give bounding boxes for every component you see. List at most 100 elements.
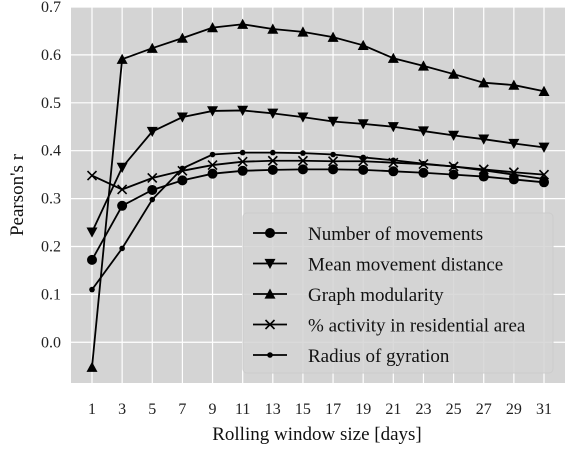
x-tick-label: 1 bbox=[88, 401, 96, 418]
data-point-number-of-movements bbox=[297, 164, 308, 175]
data-point-graph-modularity bbox=[297, 26, 309, 37]
data-point-mean-movement-distance bbox=[207, 106, 219, 117]
data-point-mean-movement-distance bbox=[357, 119, 369, 130]
legend-marker-graph-modularity bbox=[264, 288, 276, 299]
legend-label-mean-movement-distance: Mean movement distance bbox=[308, 255, 503, 276]
data-point-graph-modularity bbox=[478, 77, 490, 88]
data-point-radius-of-gyration bbox=[119, 245, 125, 252]
data-point-radius-of-gyration bbox=[239, 149, 246, 156]
x-tick-label: 5 bbox=[148, 401, 156, 418]
data-point-mean-movement-distance bbox=[327, 116, 339, 127]
y-tick-label: 0.5 bbox=[41, 95, 61, 112]
data-point-number-of-movements bbox=[267, 164, 278, 175]
data-point-mean-movement-distance bbox=[116, 162, 128, 173]
y-tick-label: 0.3 bbox=[41, 191, 61, 208]
data-point-activity-in-residential-area bbox=[147, 172, 158, 184]
y-tick-label: 0.6 bbox=[41, 47, 61, 64]
data-point-number-of-movements bbox=[147, 184, 158, 195]
data-point-graph-modularity bbox=[207, 22, 219, 33]
data-point-mean-movement-distance bbox=[508, 138, 520, 150]
data-point-radius-of-gyration bbox=[149, 196, 156, 203]
data-point-graph-modularity bbox=[116, 53, 128, 64]
data-point-mean-movement-distance bbox=[86, 227, 98, 238]
y-tick-label: 0.4 bbox=[41, 143, 61, 160]
data-point-activity-in-residential-area bbox=[207, 159, 218, 171]
data-point-radius-of-gyration bbox=[541, 176, 547, 182]
legend-box bbox=[242, 212, 554, 374]
data-point-number-of-movements bbox=[358, 164, 369, 175]
data-point-radius-of-gyration bbox=[511, 171, 517, 178]
x-tick-label: 19 bbox=[355, 401, 371, 418]
data-point-graph-modularity bbox=[417, 60, 429, 71]
x-tick-label: 15 bbox=[295, 401, 311, 418]
data-point-graph-modularity bbox=[267, 23, 279, 34]
x-tick-label: 13 bbox=[265, 401, 281, 418]
x-tick-label: 3 bbox=[118, 401, 126, 418]
data-point-radius-of-gyration bbox=[360, 154, 367, 161]
data-point-radius-of-gyration bbox=[89, 286, 95, 293]
y-tick-label: 0.2 bbox=[41, 238, 61, 255]
data-point-number-of-movements bbox=[87, 254, 97, 265]
series-line-graph-modularity bbox=[91, 23, 545, 368]
data-point-activity-in-residential-area bbox=[117, 184, 128, 195]
x-tick-label: 29 bbox=[506, 401, 522, 418]
data-point-number-of-movements bbox=[237, 165, 248, 176]
data-point-radius-of-gyration bbox=[179, 165, 186, 172]
data-point-mean-movement-distance bbox=[538, 142, 550, 153]
data-point-radius-of-gyration bbox=[270, 149, 276, 156]
data-point-radius-of-gyration bbox=[480, 167, 487, 174]
data-point-radius-of-gyration bbox=[450, 163, 457, 170]
data-point-graph-modularity bbox=[387, 52, 399, 63]
data-point-number-of-movements bbox=[388, 166, 399, 177]
x-tick-label: 9 bbox=[209, 401, 217, 418]
y-tick-label: 0.1 bbox=[41, 286, 61, 303]
legend: Number of movements Mean movement distanc… bbox=[242, 212, 554, 374]
data-point-number-of-movements bbox=[117, 200, 128, 211]
legend-marker-radius-of-gyration bbox=[267, 352, 273, 358]
data-point-activity-in-residential-area bbox=[237, 156, 248, 167]
x-tick-label: 11 bbox=[235, 401, 250, 418]
data-point-graph-modularity bbox=[448, 68, 460, 79]
data-point-number-of-movements bbox=[177, 175, 188, 186]
x-tick-label: 25 bbox=[446, 401, 462, 418]
data-point-mean-movement-distance bbox=[387, 122, 399, 133]
data-point-graph-modularity bbox=[176, 32, 188, 43]
x-tick-label: 23 bbox=[415, 401, 431, 418]
y-tick-label: 0.7 bbox=[41, 0, 61, 16]
legend-label-radius-of-gyration: Radius of gyration bbox=[308, 346, 450, 367]
data-point-activity-in-residential-area bbox=[297, 155, 308, 166]
data-point-mean-movement-distance bbox=[478, 134, 490, 145]
legend-label-graph-modularity: Graph modularity bbox=[308, 285, 444, 306]
data-point-number-of-movements bbox=[508, 174, 519, 185]
x-axis-label: Rolling window size [days] bbox=[212, 424, 422, 445]
data-point-radius-of-gyration bbox=[420, 160, 427, 167]
data-point-radius-of-gyration bbox=[330, 151, 336, 158]
legend-marker-activity-in-residential-area bbox=[264, 319, 276, 330]
data-point-graph-modularity bbox=[237, 18, 249, 29]
data-point-number-of-movements bbox=[448, 169, 459, 180]
data-point-mean-movement-distance bbox=[417, 126, 429, 137]
data-point-activity-in-residential-area bbox=[86, 170, 98, 181]
data-point-number-of-movements bbox=[207, 168, 218, 179]
x-tick-label: 17 bbox=[325, 401, 341, 418]
data-point-graph-modularity bbox=[508, 79, 520, 90]
series-group bbox=[86, 18, 550, 372]
data-point-graph-modularity bbox=[357, 39, 369, 50]
data-point-mean-movement-distance bbox=[237, 105, 249, 116]
data-point-activity-in-residential-area bbox=[267, 155, 278, 166]
data-point-mean-movement-distance bbox=[297, 112, 309, 123]
data-point-graph-modularity bbox=[538, 85, 550, 96]
x-tick-label: 31 bbox=[536, 401, 552, 418]
data-point-radius-of-gyration bbox=[209, 151, 216, 158]
data-point-number-of-movements bbox=[418, 167, 429, 178]
x-tick-label: 7 bbox=[178, 401, 186, 418]
legend-label-activity-in-residential-area: % activity in residential area bbox=[308, 316, 526, 337]
data-point-graph-modularity bbox=[86, 361, 98, 372]
data-point-graph-modularity bbox=[327, 31, 339, 42]
data-point-number-of-movements bbox=[328, 164, 339, 175]
data-point-activity-in-residential-area bbox=[328, 156, 339, 167]
series-line-mean-movement-distance bbox=[91, 109, 545, 233]
data-point-mean-movement-distance bbox=[267, 108, 279, 119]
series-line-radius-of-gyration bbox=[91, 151, 545, 291]
